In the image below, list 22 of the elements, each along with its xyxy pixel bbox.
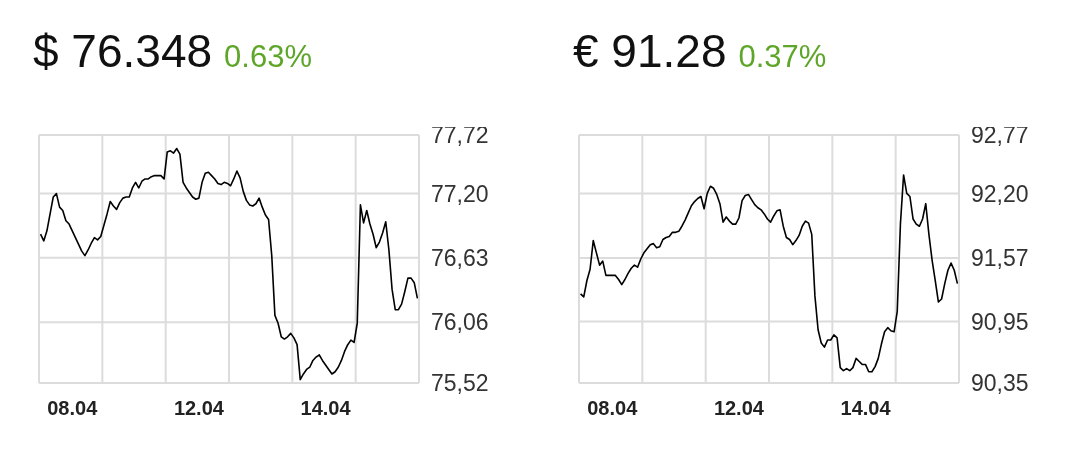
y-tick-label: 77,72 (431, 122, 489, 149)
chart-title: $ 76.348 (33, 25, 213, 77)
line-series (579, 174, 959, 373)
y-tick-label: 76,06 (431, 309, 489, 336)
x-tick-label: 12.04 (713, 397, 765, 420)
y-tick-label: 90,95 (971, 308, 1029, 335)
chart-subtitle: 0.63% (224, 39, 312, 74)
x-tick-label: 14.04 (300, 397, 352, 420)
chart-subtitle: 0.37% (738, 39, 827, 74)
x-tick-label: 08.04 (587, 397, 639, 420)
y-tick-label: 91,57 (971, 245, 1029, 272)
y-tick-label: 92,20 (971, 180, 1029, 207)
y-tick-label: 76,63 (431, 245, 489, 272)
x-tick-label: 14.04 (840, 397, 892, 420)
x-tick-label: 08.04 (47, 397, 99, 420)
line-series (39, 147, 419, 381)
y-tick-label: 77,20 (431, 180, 489, 207)
y-tick-label: 75,52 (431, 370, 489, 397)
x-tick-label: 12.04 (173, 397, 225, 420)
y-tick-label: 90,35 (971, 370, 1029, 397)
chart-title: € 91.28 (573, 25, 727, 77)
y-tick-label: 92,77 (971, 122, 1029, 149)
